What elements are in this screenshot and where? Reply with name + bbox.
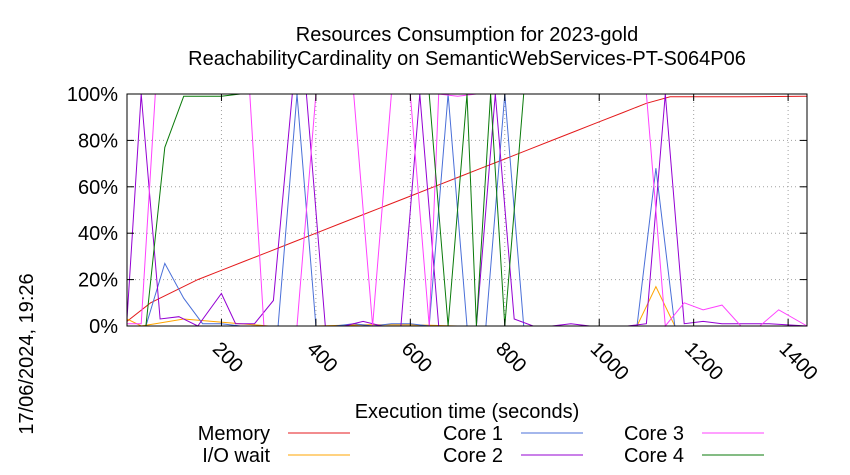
y-tick-label: 60% [78,177,118,199]
series-line-core-2 [126,93,808,327]
timestamp: 17/06/2024, 19:26 [16,273,38,434]
plot-frame [126,93,808,327]
y-tick-label: 80% [78,130,118,152]
x-tick-label: 200 [208,338,247,377]
legend-label-core-1: Core 1 [443,423,503,445]
x-tick-label: 400 [302,338,341,377]
series-line-memory [126,95,808,322]
x-tick-label: 800 [491,338,530,377]
y-tick-label: 0% [89,316,118,338]
series-line-core-3 [127,93,808,328]
x-tick-label: 600 [397,338,436,377]
legend-label-core-4: Core 4 [624,445,684,467]
legend-label-memory: Memory [198,423,270,445]
axes: 0% 20% 40% 60% 80% 100% 200 400 600 800 1000 1200 14… [67,84,822,385]
series-line-core-1 [127,93,807,327]
legend-label-core-3: Core 3 [624,423,684,445]
y-tick-label: 20% [78,270,118,292]
series-line-i-o-wait [126,285,807,327]
y-tick-label: 100% [67,84,118,106]
series-line-core-4 [127,93,807,327]
legend-label-core-2: Core 2 [443,445,503,467]
x-axis-label: Execution time (seconds) [355,401,580,423]
legend-label-i-o-wait: I/O wait [202,445,270,467]
x-tick-label: 1000 [586,338,633,385]
chart-title-line-1: Resources Consumption for 2023-gold [296,24,638,46]
grid [127,94,807,326]
y-tick-label: 40% [78,223,118,245]
x-tick-label: 1400 [775,338,822,385]
chart-title-line-2: ReachabilityCardinality on SemanticWebSe… [188,48,746,70]
series-group [126,93,808,328]
x-tick-label: 1200 [680,338,727,385]
